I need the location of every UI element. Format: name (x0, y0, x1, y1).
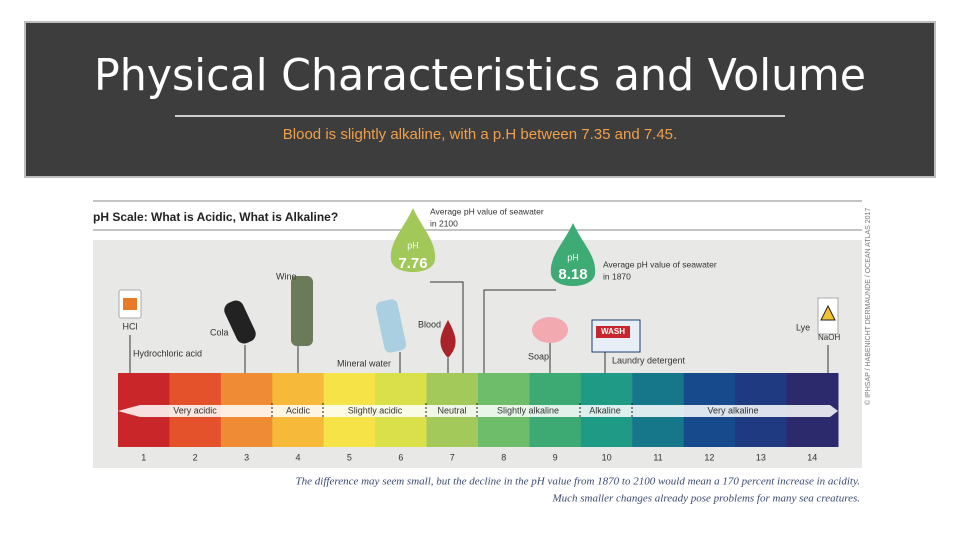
slide-title: Physical Characteristics and Volume (94, 50, 866, 101)
ph-number: 9 (553, 452, 558, 462)
header-box (24, 21, 936, 178)
drop-label: pH (407, 240, 419, 250)
footnote: Much smaller changes already pose proble… (551, 493, 860, 505)
ph-number: 13 (756, 452, 766, 462)
note: Average pH value of seawater (430, 206, 544, 216)
label: HCl (123, 321, 138, 331)
drop-value: 7.76 (398, 255, 427, 272)
ph-number: 5 (347, 452, 352, 462)
infographic-title: pH Scale: What is Acidic, What is Alkali… (93, 210, 338, 224)
drop-1870 (550, 223, 596, 286)
arrow (118, 405, 838, 417)
label: NaOH (818, 333, 840, 342)
pointer (483, 289, 556, 373)
label: Hydrochloric acid (133, 348, 202, 358)
hazard (820, 304, 836, 321)
range-label: Acidic (286, 405, 311, 415)
label: Blood (418, 319, 441, 329)
drop-2100 (390, 208, 436, 272)
subtitle: Blood is slightly alkaline, with a p.H b… (283, 126, 677, 143)
range-label: Slightly acidic (348, 405, 403, 415)
label: Wine (276, 271, 297, 281)
range-label: Very acidic (173, 405, 217, 415)
ph-number: 7 (450, 452, 455, 462)
note: in 2100 (430, 218, 458, 228)
note: in 1870 (603, 271, 631, 281)
range-label: Very alkaline (707, 405, 758, 415)
ph-number: 2 (193, 452, 198, 462)
ph-number: 1 (141, 452, 146, 462)
ph-number: 3 (244, 452, 249, 462)
footnote: The difference may seem small, but the d… (296, 476, 860, 488)
label: WASH (601, 327, 625, 336)
hazard (123, 298, 137, 310)
label: Cola (210, 327, 229, 337)
credit: © IPHSAP / HABENICHT DERMAUNDE / OCEAN A… (864, 208, 872, 405)
drop-value: 8.18 (558, 266, 587, 283)
soap (532, 317, 568, 343)
cola-bottle (224, 300, 256, 344)
label: Mineral water (337, 358, 391, 368)
drop-label: pH (567, 252, 579, 262)
blood-drop (440, 320, 456, 358)
ph-number: 11 (653, 452, 662, 462)
range-label: Neutral (437, 405, 466, 415)
pointer (430, 281, 464, 373)
ph-number: 4 (295, 452, 300, 462)
label: Soap (528, 351, 549, 361)
ph-number: 6 (398, 452, 403, 462)
wine-bottle (291, 276, 313, 346)
ph-number: 8 (501, 452, 506, 462)
range-label: Slightly alkaline (497, 405, 559, 415)
ph-number: 14 (807, 452, 817, 462)
label: Laundry detergent (612, 355, 686, 365)
wash-badge (596, 326, 630, 338)
range-label: Alkaline (589, 405, 621, 415)
note: Average pH value of seawater (603, 259, 717, 269)
ph-number: 12 (704, 452, 714, 462)
water-bottle (375, 299, 407, 353)
ph-number: 10 (602, 452, 612, 462)
label: Lye (796, 322, 810, 332)
